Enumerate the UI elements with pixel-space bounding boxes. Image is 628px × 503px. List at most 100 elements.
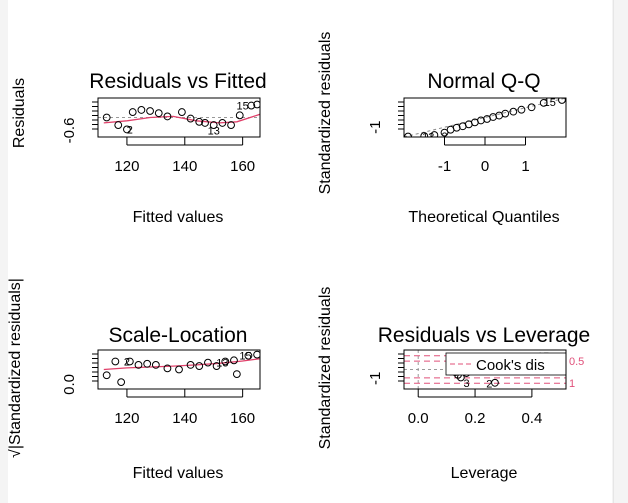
y-tick-label: 0.0 <box>61 374 78 395</box>
plot-area: 2 13 15 <box>98 100 260 138</box>
data-point <box>114 121 123 129</box>
data-point <box>517 105 526 114</box>
cooks-label: 0.5 <box>569 356 584 368</box>
point-label: 2 <box>127 124 133 136</box>
point-label: 13 <box>422 132 434 144</box>
legend-text: Cook's dis <box>476 357 545 374</box>
x-axis-label: Fitted values <box>133 465 224 482</box>
data-point <box>154 109 163 118</box>
x-axis-label: Fitted values <box>133 209 224 226</box>
point-label: 2 <box>124 356 130 368</box>
panel-title: Residuals vs Leverage <box>378 324 590 347</box>
y-axis-label: Standardized residuals <box>317 32 334 195</box>
plot-frame <box>97 349 261 390</box>
diagnostic-plots-figure: Residuals vs Fitted Fitted values Residu… <box>7 32 590 482</box>
x-tick-label: 0 <box>481 158 489 175</box>
data-point <box>509 107 518 116</box>
data-point <box>175 365 183 374</box>
plot-frame <box>403 349 567 390</box>
point-label: 15 <box>239 351 251 363</box>
x-tick-label: -1 <box>438 158 451 175</box>
data-point <box>143 359 152 368</box>
vertical-scrollbar[interactable] <box>613 0 628 503</box>
residuals-vs-fitted-panel: Residuals vs Fitted Fitted values Residu… <box>11 70 267 226</box>
normal-qq-panel: Normal Q-Q Theoretical Quantiles Standar… <box>317 32 567 226</box>
y-axis-label: Residuals <box>11 78 28 148</box>
x-tick-label: 160 <box>230 410 255 427</box>
qq-reference-line <box>404 98 566 137</box>
data-point <box>440 128 449 137</box>
data-point <box>102 371 111 380</box>
x-axis-label: Theoretical Quantiles <box>408 209 559 226</box>
y-tick-label: -1 <box>367 121 384 134</box>
point-label: 3 <box>463 378 469 390</box>
data-point <box>235 111 244 120</box>
data-point <box>209 121 218 129</box>
data-point <box>117 378 126 387</box>
data-point <box>186 114 195 123</box>
smooth-line <box>103 113 260 124</box>
point-label: 13 <box>208 126 220 138</box>
point-label: 2 <box>441 131 447 143</box>
data-point <box>230 356 238 365</box>
data-point <box>201 119 209 127</box>
data-point <box>125 357 134 366</box>
data-point <box>539 98 548 107</box>
data-point <box>253 100 260 109</box>
plot-area: 3215Cook's dis <box>404 350 566 391</box>
x-tick-label: 1 <box>521 158 529 175</box>
panel-title: Scale-Location <box>109 324 248 347</box>
data-point <box>204 358 212 367</box>
x-tick-label: 160 <box>230 158 255 175</box>
data-point <box>212 362 221 370</box>
data-point <box>123 125 131 134</box>
smooth-line <box>103 358 260 371</box>
data-point <box>527 103 536 112</box>
data-point <box>558 98 566 104</box>
data-point <box>491 378 499 387</box>
data-point <box>218 119 227 127</box>
x-tick-label: 120 <box>114 158 139 175</box>
plot-area: 2 13 15 <box>102 350 260 387</box>
data-point <box>177 108 186 116</box>
plot-area: 13 2 15 <box>404 97 566 144</box>
data-point <box>151 361 160 369</box>
y-axis-label: Standardized residuals <box>317 287 334 450</box>
data-point <box>501 109 510 118</box>
data-point <box>244 351 253 360</box>
data-point <box>146 107 154 115</box>
plot-frame <box>97 97 261 138</box>
x-tick-label: 120 <box>114 410 139 427</box>
data-point <box>102 113 111 122</box>
plot-canvas: Residuals vs Fitted Fitted values Residu… <box>7 0 612 503</box>
panel-title: Normal Q-Q <box>427 70 540 93</box>
legend-box <box>445 352 566 376</box>
residuals-vs-leverage-panel: Residuals vs Leverage Leverage Standardi… <box>317 287 590 482</box>
point-label: 15 <box>237 101 249 113</box>
data-point <box>186 361 195 369</box>
data-point <box>163 112 172 121</box>
data-point <box>128 108 137 116</box>
data-point <box>195 117 204 126</box>
point-label: 15 <box>544 97 556 109</box>
x-tick-label: 0.4 <box>521 410 542 427</box>
y-tick-label: -1 <box>367 372 384 385</box>
point-label: 13 <box>216 358 228 370</box>
scale-location-panel: Scale-Location Fitted values √|Standardi… <box>7 278 261 482</box>
cooks-label: 1 <box>569 378 575 390</box>
data-point <box>430 131 439 137</box>
y-axis-label: √|Standardized residuals| <box>8 278 24 458</box>
data-point <box>134 361 143 369</box>
data-point <box>232 370 241 378</box>
point-label: 2 <box>486 379 492 391</box>
x-axis-label: Leverage <box>451 465 518 482</box>
data-point <box>227 121 235 129</box>
x-tick-label: 140 <box>172 158 197 175</box>
x-tick-label: 140 <box>172 410 197 427</box>
data-point <box>163 364 172 373</box>
x-tick-label: 0.2 <box>465 410 486 427</box>
data-point <box>420 132 429 137</box>
data-point <box>253 350 260 359</box>
data-point <box>221 357 230 366</box>
